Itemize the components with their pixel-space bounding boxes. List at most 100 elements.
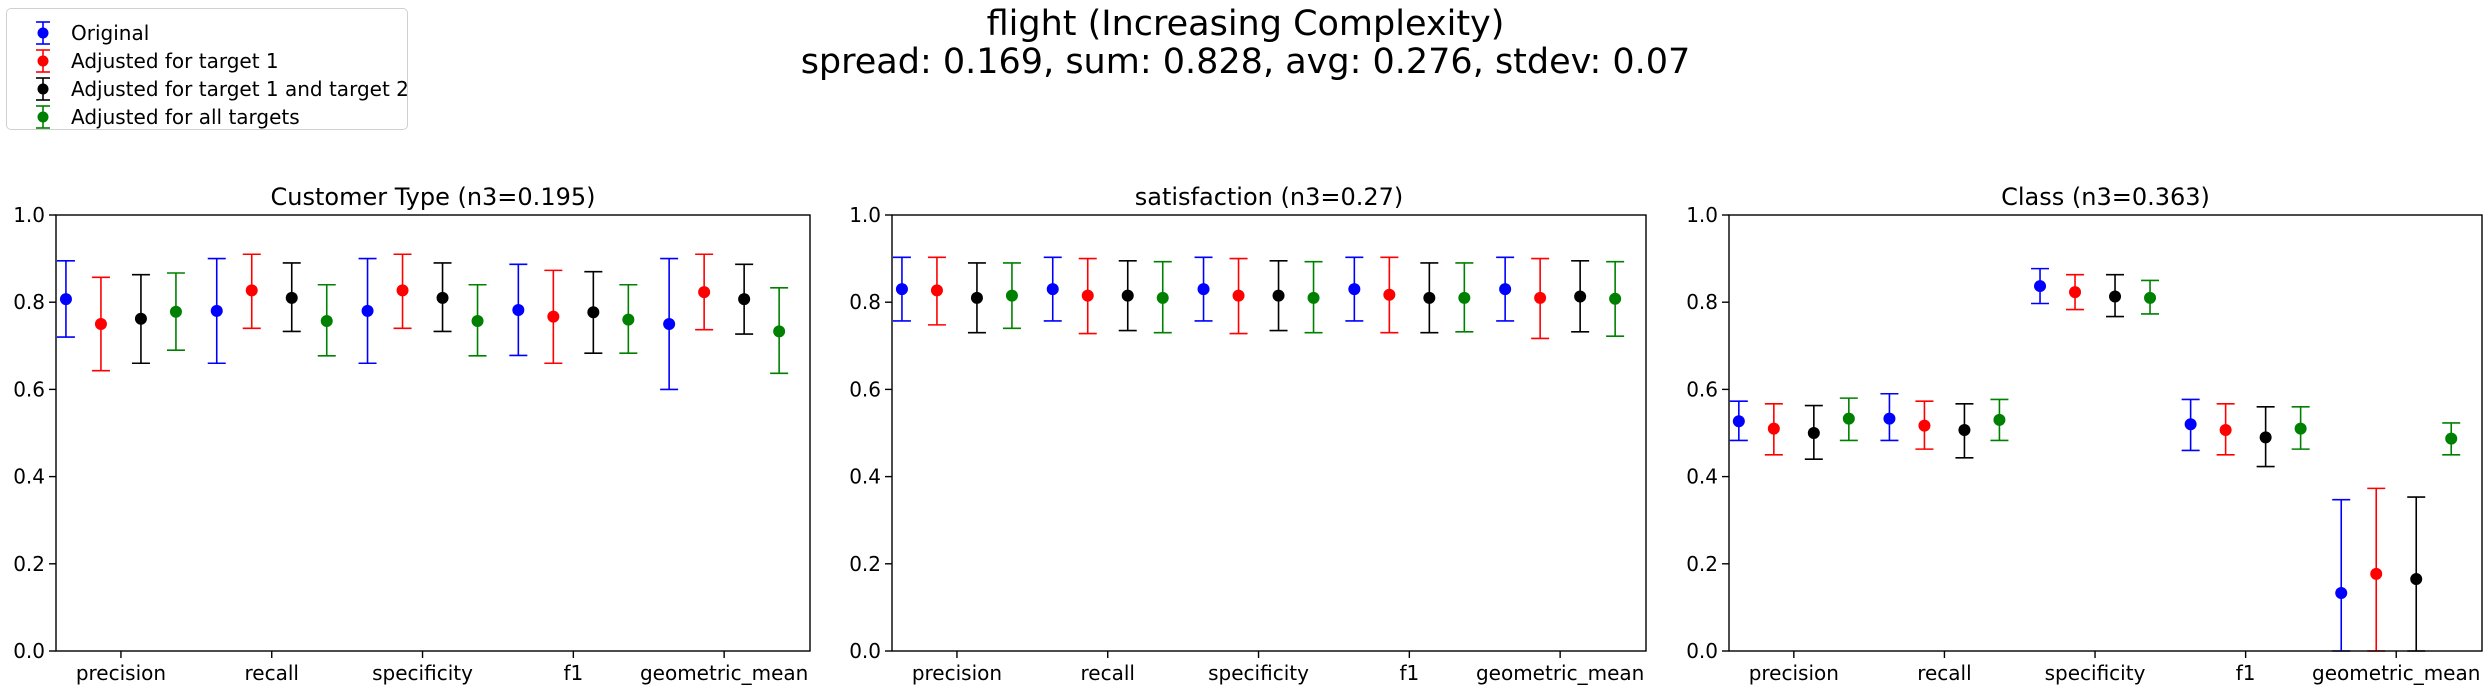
data-point-adjusted-for-all-targets-precision bbox=[169, 305, 182, 318]
data-point-adjusted-for-target-1-and-target-2-precision bbox=[134, 312, 147, 325]
data-point-original-f1 bbox=[512, 304, 525, 317]
data-point-adjusted-for-target-1-recall bbox=[1918, 419, 1931, 432]
y-tick-label: 1.0 bbox=[13, 203, 45, 227]
y-tick-label: 0.6 bbox=[1686, 377, 1718, 401]
data-point-adjusted-for-all-targets-f1 bbox=[1458, 291, 1471, 304]
y-tick-label: 0.2 bbox=[13, 552, 45, 576]
data-point-adjusted-for-all-targets-recall bbox=[1993, 413, 2006, 426]
y-tick-label: 0.6 bbox=[849, 377, 881, 401]
data-point-original-recall bbox=[1883, 412, 1896, 425]
data-point-adjusted-for-all-targets-f1 bbox=[622, 313, 635, 326]
plot-frame bbox=[55, 214, 811, 652]
legend-marker-original bbox=[36, 21, 50, 45]
data-point-adjusted-for-target-1-and-target-2-f1 bbox=[587, 306, 600, 319]
x-tick-label-geometric-mean: geometric_mean bbox=[1476, 661, 1644, 685]
legend-marker-target1 bbox=[36, 49, 50, 73]
data-point-adjusted-for-target-1-and-target-2-geometric-mean bbox=[738, 293, 751, 306]
data-point-adjusted-for-target-1-specificity bbox=[396, 284, 409, 297]
data-point-adjusted-for-target-1-precision bbox=[1767, 422, 1780, 435]
legend-marker-all bbox=[36, 105, 50, 129]
panel-title: satisfaction (n3=0.27) bbox=[1135, 183, 1404, 211]
y-tick-label: 0.4 bbox=[849, 465, 881, 489]
data-point-adjusted-for-all-targets-geometric-mean bbox=[1609, 292, 1622, 305]
y-tick-label: 0.0 bbox=[849, 639, 881, 663]
data-point-original-f1 bbox=[2184, 418, 2197, 431]
plot-frame bbox=[1728, 214, 2483, 652]
data-point-adjusted-for-all-targets-specificity bbox=[471, 314, 484, 327]
data-point-original-precision bbox=[1732, 415, 1745, 428]
y-tick-label: 1.0 bbox=[1686, 203, 1718, 227]
data-point-adjusted-for-target-1-and-target-2-specificity bbox=[436, 291, 449, 304]
data-point-adjusted-for-target-1-geometric-mean bbox=[2370, 567, 2383, 580]
x-tick-label-precision: precision bbox=[1749, 661, 1839, 685]
data-point-original-f1 bbox=[1348, 283, 1361, 296]
x-tick-label-recall: recall bbox=[1917, 661, 1971, 685]
data-point-adjusted-for-target-1-f1 bbox=[547, 310, 560, 323]
y-tick-label: 0.4 bbox=[13, 465, 45, 489]
legend-entry-target12: Adjusted for target 1 and target 2 bbox=[7, 75, 409, 103]
y-tick-label: 0.6 bbox=[13, 377, 45, 401]
x-tick-label-geometric-mean: geometric_mean bbox=[640, 661, 808, 685]
legend-entry-all: Adjusted for all targets bbox=[7, 103, 407, 131]
data-point-adjusted-for-all-targets-specificity bbox=[2144, 291, 2157, 304]
figure-title: flight (Increasing Complexity) bbox=[986, 4, 1505, 44]
data-point-adjusted-for-target-1-and-target-2-recall bbox=[285, 291, 298, 304]
panel-title: Class (n3=0.363) bbox=[2001, 183, 2210, 211]
panel-title: Customer Type (n3=0.195) bbox=[271, 183, 596, 211]
x-tick-label-f1: f1 bbox=[2236, 661, 2256, 685]
y-tick-label: 0.0 bbox=[1686, 639, 1718, 663]
data-point-original-geometric-mean bbox=[1499, 283, 1512, 296]
data-point-original-specificity bbox=[2034, 280, 2047, 293]
data-point-adjusted-for-target-1-precision bbox=[94, 318, 107, 330]
x-tick-label-specificity: specificity bbox=[2045, 661, 2146, 685]
data-point-adjusted-for-target-1-and-target-2-f1 bbox=[1423, 291, 1436, 304]
data-point-original-recall bbox=[1046, 283, 1059, 296]
legend-label-original: Original bbox=[71, 21, 150, 45]
data-point-adjusted-for-target-1-and-target-2-geometric-mean bbox=[2410, 573, 2423, 586]
data-point-adjusted-for-target-1-and-target-2-geometric-mean bbox=[1574, 290, 1587, 303]
data-point-adjusted-for-all-targets-geometric-mean bbox=[2445, 432, 2458, 445]
x-tick-label-f1: f1 bbox=[1399, 661, 1419, 685]
legend-entry-target1: Adjusted for target 1 bbox=[7, 47, 407, 75]
data-point-adjusted-for-target-1-geometric-mean bbox=[698, 286, 711, 299]
data-point-adjusted-for-target-1-specificity bbox=[2069, 286, 2082, 299]
data-point-adjusted-for-target-1-f1 bbox=[1383, 288, 1396, 301]
data-point-adjusted-for-all-targets-geometric-mean bbox=[773, 325, 786, 338]
x-tick-label-geometric-mean: geometric_mean bbox=[2312, 661, 2480, 685]
data-point-adjusted-for-target-1-and-target-2-f1 bbox=[2259, 431, 2272, 444]
data-point-adjusted-for-target-1-and-target-2-recall bbox=[1121, 289, 1134, 302]
data-point-adjusted-for-target-1-geometric-mean bbox=[1534, 291, 1547, 304]
data-point-adjusted-for-target-1-precision bbox=[930, 284, 943, 297]
data-point-adjusted-for-target-1-and-target-2-specificity bbox=[2109, 290, 2122, 303]
panel-1: Customer Type (n3=0.195) 0.0 0.2 0.4 0.6 0.8 1… bbox=[13, 183, 811, 685]
legend-label-all: Adjusted for all targets bbox=[71, 105, 300, 129]
y-tick-label: 0.2 bbox=[1686, 552, 1718, 576]
data-point-adjusted-for-all-targets-precision bbox=[1005, 289, 1018, 302]
y-tick-label: 0.8 bbox=[1686, 290, 1718, 314]
data-point-adjusted-for-all-targets-recall bbox=[1156, 291, 1169, 304]
y-tick-label: 0.4 bbox=[1686, 465, 1718, 489]
y-tick-label: 0.2 bbox=[849, 552, 881, 576]
x-tick-label-recall: recall bbox=[245, 661, 299, 685]
legend-marker-target12 bbox=[36, 77, 50, 101]
data-point-adjusted-for-all-targets-f1 bbox=[2294, 422, 2307, 435]
panel-3: Class (n3=0.363) 0.0 0.2 0.4 0.6 0.8 1.0 precis… bbox=[1686, 183, 2483, 685]
data-point-adjusted-for-all-targets-precision bbox=[1842, 412, 1855, 425]
y-tick-label: 0.8 bbox=[13, 290, 45, 314]
legend-entry-original: Original bbox=[7, 19, 407, 47]
x-tick-label-precision: precision bbox=[76, 661, 166, 685]
data-point-original-specificity bbox=[1197, 283, 1210, 296]
x-tick-label-specificity: specificity bbox=[372, 661, 473, 685]
y-tick-label: 0.8 bbox=[849, 290, 881, 314]
legend: Original Adjusted for target 1 Adjusted … bbox=[6, 8, 409, 131]
data-point-adjusted-for-target-1-and-target-2-recall bbox=[1958, 423, 1971, 436]
panel-2: satisfaction (n3=0.27) 0.0 0.2 0.4 0.6 0.8 1.0… bbox=[849, 183, 1647, 685]
data-point-adjusted-for-all-targets-recall bbox=[320, 314, 333, 327]
data-point-original-geometric-mean bbox=[2335, 587, 2348, 600]
data-point-adjusted-for-target-1-specificity bbox=[1232, 289, 1245, 302]
x-tick-label-precision: precision bbox=[912, 661, 1002, 685]
legend-label-target12: Adjusted for target 1 and target 2 bbox=[71, 77, 409, 101]
data-point-adjusted-for-all-targets-specificity bbox=[1307, 291, 1320, 304]
plot-frame bbox=[891, 214, 1647, 652]
